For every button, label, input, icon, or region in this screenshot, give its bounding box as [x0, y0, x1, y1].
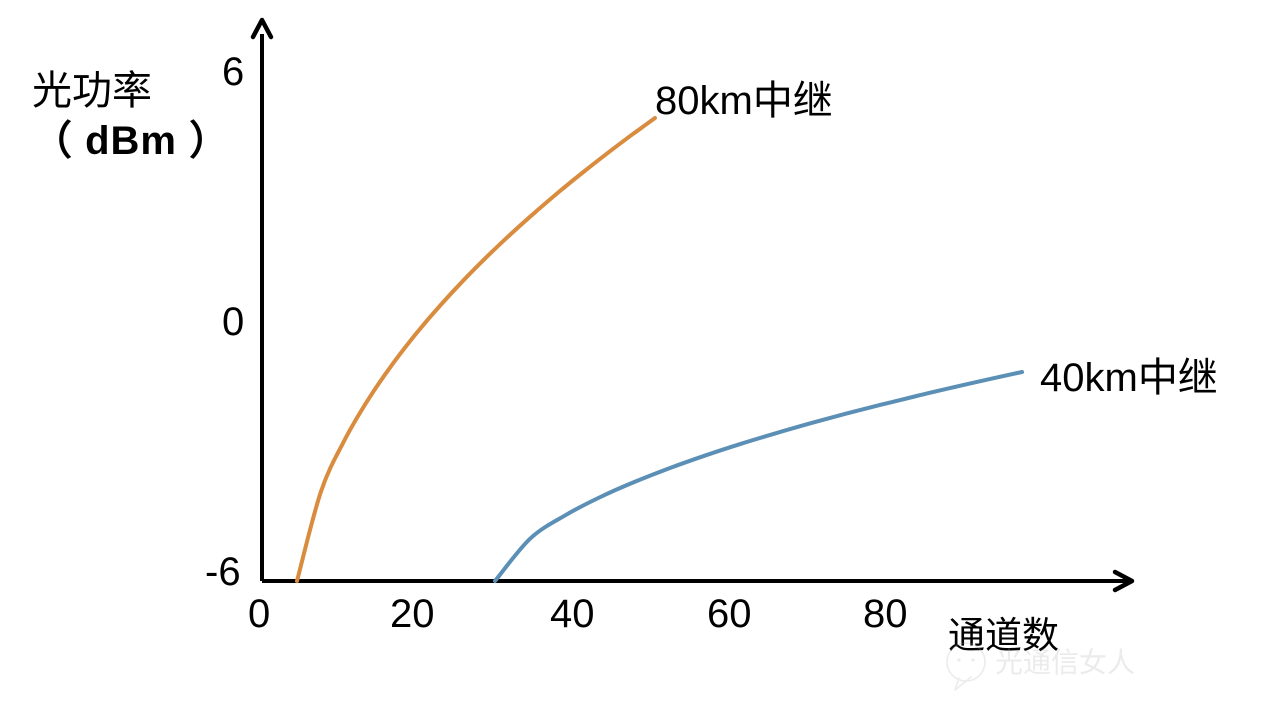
svg-text:光通信女人: 光通信女人 [995, 647, 1135, 678]
